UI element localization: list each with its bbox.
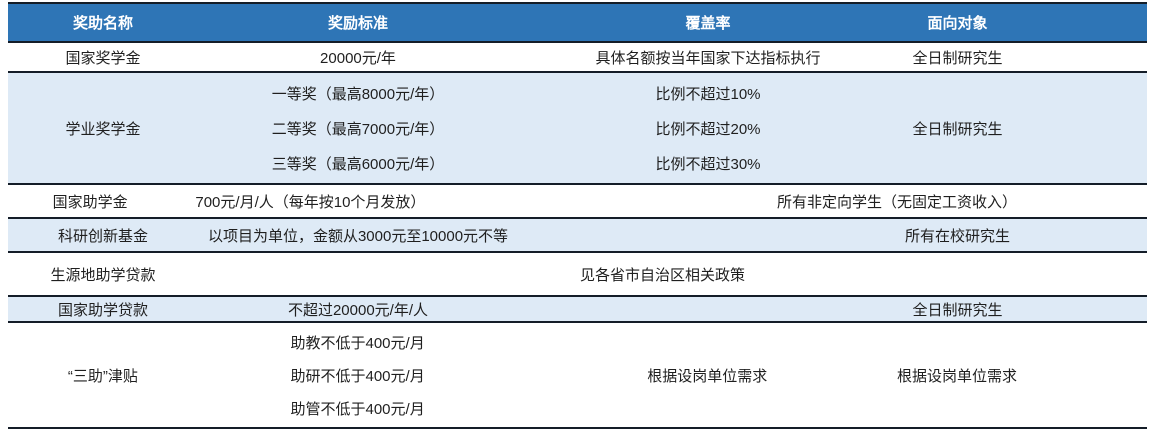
coverage-line-3: 比例不超过30% [655, 155, 761, 173]
cell-standard: 20000元/年 [320, 49, 396, 67]
cell-award-name: 学业奖学金 [65, 120, 141, 138]
table-row-national-scholarship: 国家奖学金 20000元/年 具体名额按当年国家下达指标执行 全日制研究生 [8, 43, 1147, 73]
standard-line-first-prize: 一等奖（最高8000元/年） [271, 85, 445, 103]
cell-standard: 不超过20000元/年/人 [287, 301, 429, 319]
table-row-academic-scholarship: 学业奖学金 一等奖（最高8000元/年） 二等奖（最高7000元/年） 三等奖（… [8, 73, 1147, 185]
table-row-research-innovation-fund: 科研创新基金 以项目为单位，金额从3000元至10000元不等 所有在校研究生 [8, 219, 1147, 253]
cell-award-name: “三助”津贴 [67, 367, 138, 385]
cell-coverage [518, 219, 898, 251]
cell-target: 所有非定向学生（无固定工资收入） [776, 193, 1017, 211]
table-row-origin-student-loan: 生源地助学贷款 见各省市自治区相关政策 [8, 253, 1147, 297]
cell-standard: 700元/月/人（每年按10个月发放） [195, 193, 426, 211]
cell-target: 全日制研究生 [912, 301, 1003, 319]
header-cell-coverage: 覆盖率 [685, 15, 731, 32]
cell-standard: 一等奖（最高8000元/年） 二等奖（最高7000元/年） 三等奖（最高6000… [198, 73, 518, 183]
standard-line-admin-assistant: 助管不低于400元/月 [290, 400, 425, 418]
table-row-three-assist-subsidy: “三助”津贴 助教不低于400元/月 助研不低于400元/月 助管不低于400元… [8, 323, 1147, 429]
cell-target: 全日制研究生 [912, 120, 1003, 138]
table-header-row: 奖助名称 奖励标准 覆盖率 面向对象 [8, 4, 1147, 43]
cell-award-name: 国家助学贷款 [57, 301, 148, 319]
cell-coverage: 具体名额按当年国家下达指标执行 [595, 49, 821, 67]
cell-coverage: 根据设岗单位需求 [647, 367, 768, 385]
coverage-line-1: 比例不超过10% [655, 85, 761, 103]
standard-line-research-assistant: 助研不低于400元/月 [290, 367, 425, 385]
cell-merged-note: 见各省市自治区相关政策 [579, 266, 745, 284]
standard-line-teaching-assistant: 助教不低于400元/月 [290, 334, 425, 352]
cell-standard: 以项目为单位，金额从3000元至10000元不等 [207, 227, 509, 245]
table-row-national-student-loan: 国家助学贷款 不超过20000元/年/人 全日制研究生 [8, 297, 1147, 323]
standard-line-third-prize: 三等奖（最高6000元/年） [271, 155, 445, 173]
cell-award-name: 国家助学金 [52, 193, 128, 211]
cell-target: 所有在校研究生 [904, 227, 1010, 245]
table-row-national-grant: 国家助学金 700元/月/人（每年按10个月发放） 所有非定向学生（无固定工资收… [8, 185, 1147, 219]
cell-coverage: 比例不超过10% 比例不超过20% 比例不超过30% [518, 73, 898, 183]
cell-target: 根据设岗单位需求 [896, 367, 1017, 385]
scholarship-table: 奖助名称 奖励标准 覆盖率 面向对象 国家奖学金 20000元/年 具体名额按当… [8, 2, 1147, 429]
cell-standard: 助教不低于400元/月 助研不低于400元/月 助管不低于400元/月 [198, 323, 518, 427]
standard-line-second-prize: 二等奖（最高7000元/年） [271, 120, 445, 138]
header-cell-award-name: 奖助名称 [72, 15, 133, 32]
cell-award-name: 生源地助学贷款 [50, 266, 156, 284]
cell-award-name: 国家奖学金 [65, 49, 141, 67]
cell-target: 全日制研究生 [912, 49, 1003, 67]
header-cell-standard: 奖励标准 [327, 15, 388, 32]
header-cell-target: 面向对象 [927, 15, 988, 32]
cell-coverage [518, 297, 898, 321]
cell-award-name: 科研创新基金 [57, 227, 148, 245]
coverage-line-2: 比例不超过20% [655, 120, 761, 138]
cell-coverage [449, 185, 777, 217]
